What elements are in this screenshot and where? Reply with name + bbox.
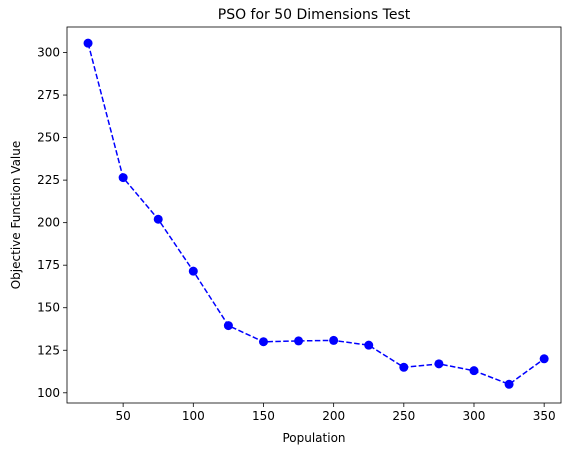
x-tick-label: 300	[463, 409, 486, 423]
y-axis-title: Objective Function Value	[9, 141, 23, 290]
data-point	[399, 362, 409, 372]
y-tick-label: 275	[37, 88, 60, 102]
y-tick-label: 250	[37, 131, 60, 145]
y-tick-label: 125	[37, 343, 60, 357]
data-point	[188, 266, 198, 276]
data-point	[294, 336, 304, 346]
x-tick-label: 200	[322, 409, 345, 423]
data-point	[153, 214, 163, 224]
y-tick-label: 175	[37, 258, 60, 272]
y-tick-label: 300	[37, 46, 60, 60]
y-tick-label: 225	[37, 173, 60, 187]
data-point	[364, 340, 374, 350]
data-point	[118, 173, 128, 183]
data-point	[504, 379, 514, 389]
y-tick-label: 150	[37, 301, 60, 315]
x-tick-label: 250	[392, 409, 415, 423]
series-line	[87, 43, 545, 386]
x-axis-title: Population	[282, 431, 345, 445]
x-tick-label: 150	[252, 409, 275, 423]
data-point	[258, 337, 268, 347]
x-tick-label: 350	[533, 409, 556, 423]
axes: 50 100 150 200 250 300 350 100 125 150 175 200 225 25…	[37, 26, 562, 423]
x-tick-label: 100	[182, 409, 205, 423]
data-point	[83, 38, 93, 48]
plot-frame	[66, 26, 562, 404]
data-point	[329, 335, 339, 345]
chart-title: PSO for 50 Dimensions Test	[218, 7, 411, 23]
y-tick-label: 200	[37, 216, 60, 230]
data-point	[539, 354, 549, 364]
series-layer	[83, 38, 549, 389]
x-tick-label: 50	[115, 409, 130, 423]
data-point	[434, 359, 444, 369]
data-point	[223, 321, 233, 331]
data-point	[469, 366, 479, 376]
y-tick-label: 100	[37, 386, 60, 400]
